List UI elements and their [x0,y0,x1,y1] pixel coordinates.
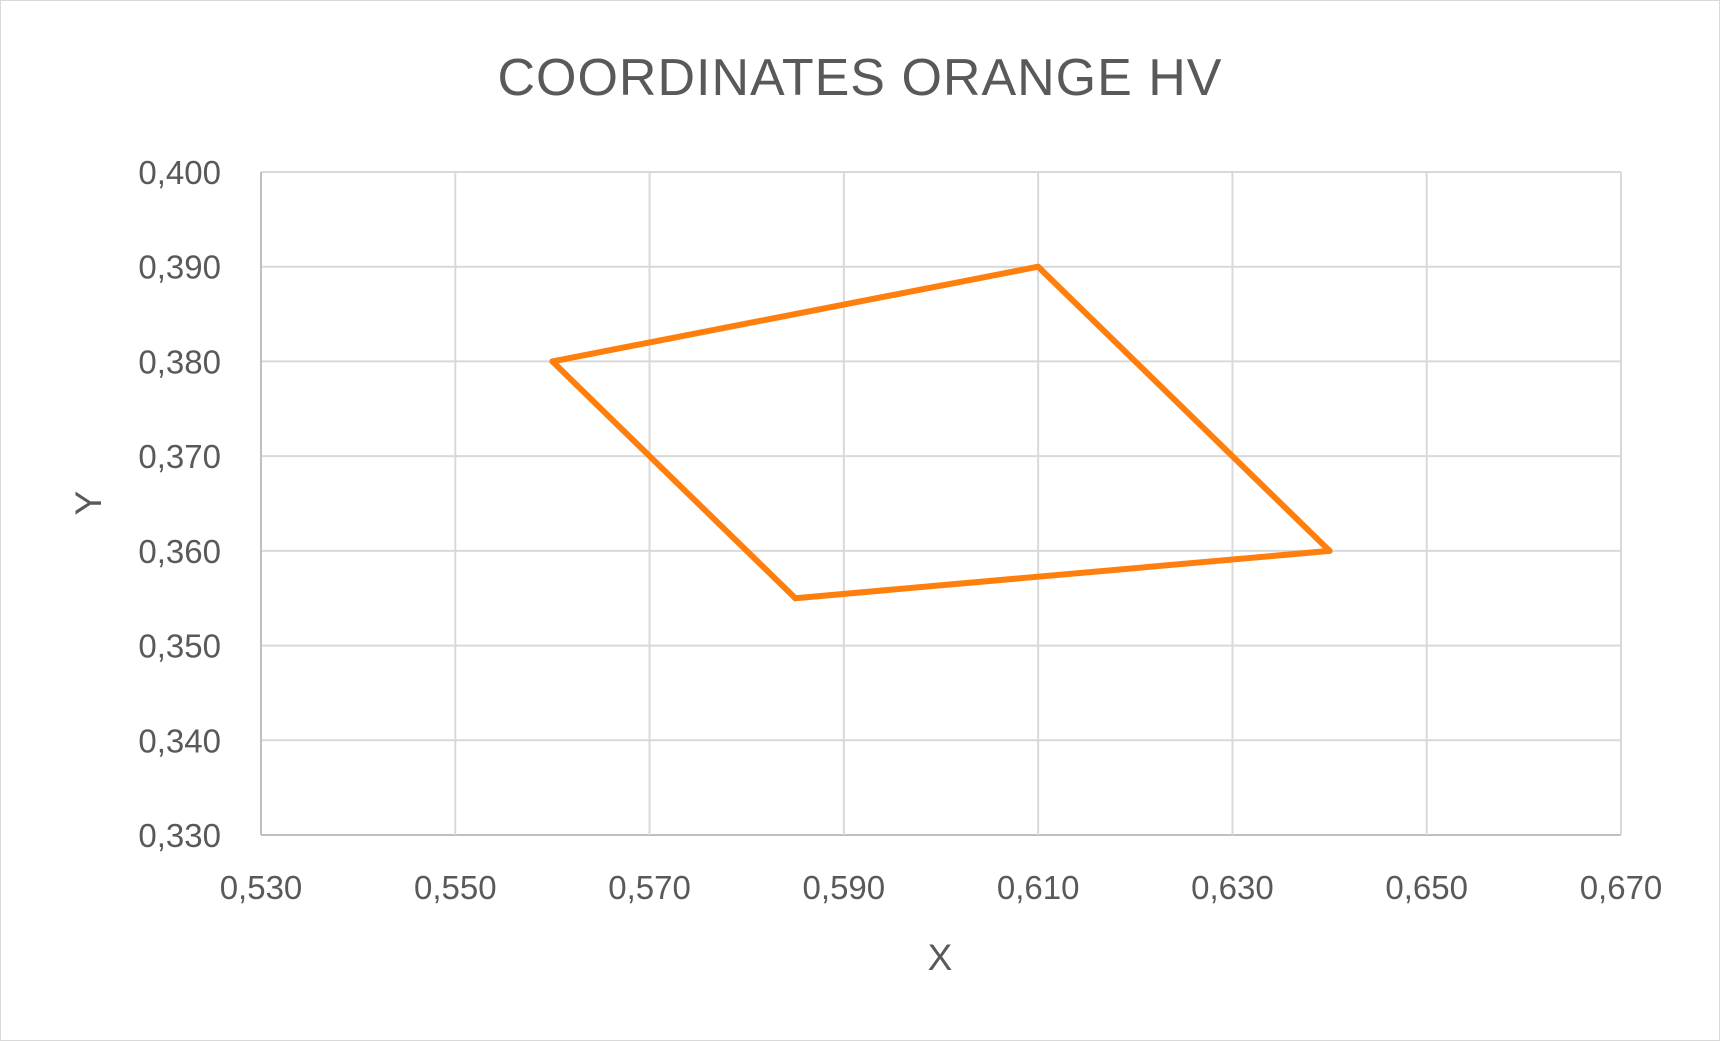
y-tick-label: 0,360 [138,533,221,570]
series-line [549,263,1333,602]
data-point [549,358,556,365]
chart-title: COORDINATES ORANGE HV [497,49,1222,107]
y-tick-label: 0,380 [138,343,221,380]
y-tick-label: 0,330 [138,817,221,854]
x-tick-label: 0,670 [1580,869,1663,906]
x-tick-label: 0,650 [1385,869,1468,906]
x-tick-label: 0,550 [414,869,497,906]
data-point [792,595,799,602]
x-tick-label: 0,570 [608,869,691,906]
x-tick-label: 0,530 [220,869,303,906]
y-tick-label: 0,370 [138,438,221,475]
x-axis-title: X [928,937,953,978]
x-tick-label: 0,590 [803,869,886,906]
data-point [1326,547,1333,554]
y-tick-label: 0,340 [138,722,221,759]
y-tick-label: 0,350 [138,628,221,665]
y-tick-label: 0,390 [138,249,221,286]
y-tick-label: 0,400 [138,154,221,191]
x-axis-ticks: 0,530 0,550 0,570 0,590 0,610 0,630 0,650 0,670 [220,869,1663,906]
y-axis-title: Y [68,491,109,516]
plot-area [549,263,1333,602]
gridlines [260,171,1622,836]
x-tick-label: 0,630 [1191,869,1274,906]
y-axis-ticks: 0,330 0,340 0,350 0,360 0,370 0,380 0,390 0,400 [138,154,221,854]
x-tick-label: 0,610 [997,869,1080,906]
data-point [1035,263,1042,270]
